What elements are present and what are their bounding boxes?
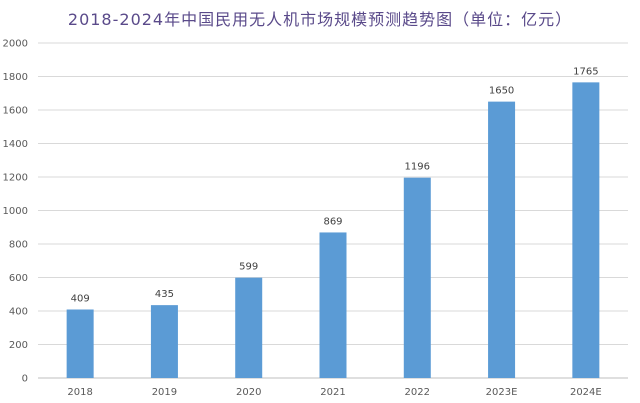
data-label: 409: [71, 293, 90, 304]
x-tick-label: 2021: [320, 387, 345, 398]
x-tick-label: 2022: [405, 387, 430, 398]
y-tick-label: 0: [22, 374, 28, 385]
y-tick-label: 1200: [3, 173, 28, 184]
x-tick-label: 2018: [67, 387, 92, 398]
y-tick-label: 800: [9, 240, 28, 251]
y-tick-label: 1600: [3, 106, 28, 117]
y-tick-label: 1000: [3, 206, 28, 217]
y-tick-label: 2000: [3, 39, 28, 50]
data-label: 1650: [489, 86, 514, 97]
x-tick-label: 2019: [152, 387, 177, 398]
y-tick-label: 1400: [3, 139, 28, 150]
y-tick-label: 200: [9, 340, 28, 351]
x-tick-label: 2020: [236, 387, 261, 398]
data-label: 435: [155, 289, 174, 300]
bar: [235, 277, 263, 378]
y-tick-label: 600: [9, 273, 28, 284]
chart-title: 2018-2024年中国民用无人机市场规模预测趋势图（单位：亿元）: [67, 10, 573, 29]
data-label: 869: [323, 216, 342, 227]
bar: [319, 232, 347, 378]
bar: [488, 101, 516, 378]
y-tick-label: 400: [9, 307, 28, 318]
data-label: 1196: [405, 162, 430, 173]
bar: [403, 177, 431, 378]
x-tick-label: 2024E: [570, 387, 602, 398]
y-tick-label: 1800: [3, 72, 28, 83]
data-label: 1765: [573, 66, 598, 77]
bar: [572, 82, 600, 379]
x-tick-label: 2023E: [486, 387, 518, 398]
bar: [66, 309, 94, 378]
bar: [150, 305, 178, 378]
data-label: 599: [239, 262, 258, 273]
